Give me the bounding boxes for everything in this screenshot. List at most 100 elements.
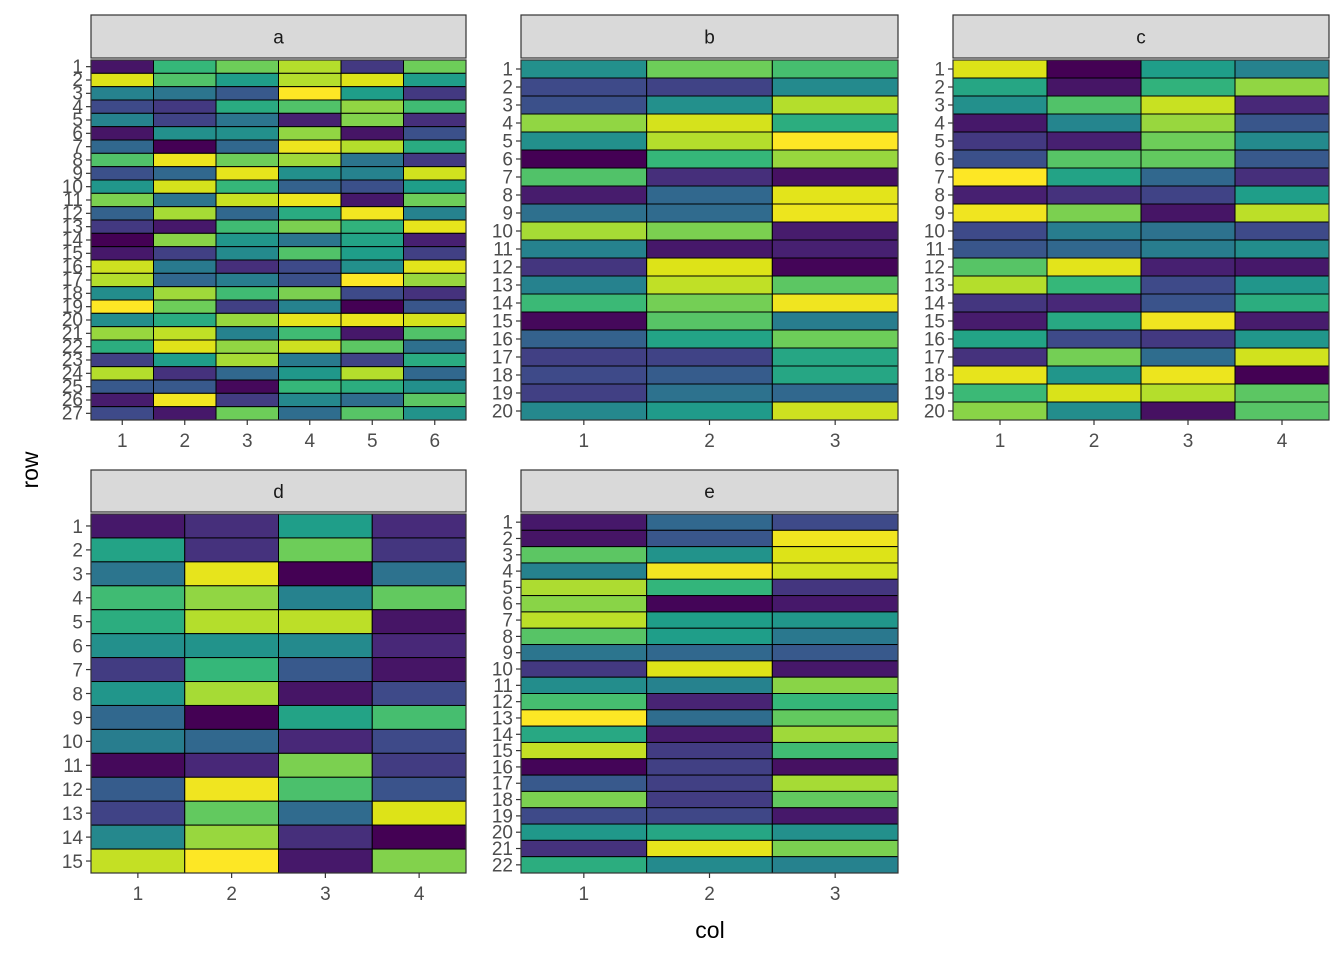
heatmap-cell-e-r5-c2 (646, 578, 773, 597)
heatmap-cell-d-r6-c4 (371, 633, 467, 659)
heatmap-cell-e-r10-c1 (520, 660, 648, 678)
heatmap-cell-e-r13-c1 (520, 709, 648, 727)
heatmap-cell-a-r6-c1 (90, 126, 154, 141)
y-tick-label: 8 (934, 185, 945, 206)
y-tick-label: 1 (934, 59, 945, 80)
y-tick-label: 3 (72, 565, 83, 586)
heatmap-cell-e-r9-c3 (771, 644, 899, 662)
heatmap-cell-c-r18-c4 (1234, 365, 1330, 385)
heatmap-cell-e-r13-c3 (771, 709, 899, 727)
heatmap-cell-b-r3-c2 (646, 95, 773, 115)
heatmap-cell-e-r4-c3 (771, 562, 899, 580)
heatmap-cell-a-r11-c1 (90, 192, 154, 208)
heatmap-cell-c-r19-c2 (1046, 383, 1142, 403)
y-tick-label: 14 (492, 293, 514, 314)
heatmap-cell-d-r1-c4 (371, 513, 467, 539)
heatmap-cell-a-r2-c4 (278, 72, 342, 88)
heatmap-cell-a-r8-c6 (403, 152, 467, 168)
heatmap-cell-c-r13-c4 (1234, 275, 1330, 295)
heatmap-cell-b-r12-c2 (646, 257, 773, 277)
heatmap-cell-a-r9-c1 (90, 166, 154, 181)
heatmap-cell-c-r20-c3 (1140, 401, 1236, 421)
heatmap-cell-c-r13-c2 (1046, 275, 1142, 295)
x-tick-label: 2 (704, 884, 715, 905)
heatmap-cell-a-r26-c4 (278, 392, 342, 408)
heatmap-cell-c-r20-c1 (952, 401, 1048, 421)
heatmap-cell-e-r17-c3 (771, 774, 899, 792)
x-tick-label: 2 (226, 884, 237, 905)
heatmap-cell-c-r12-c4 (1234, 257, 1330, 277)
heatmap-cell-b-r16-c1 (520, 329, 648, 349)
heatmap-cell-e-r11-c2 (646, 676, 773, 695)
heatmap-cell-d-r8-c3 (278, 681, 373, 706)
heatmap-cell-b-r19-c1 (520, 383, 648, 403)
x-tick-label: 1 (117, 431, 128, 452)
y-tick-label: 2 (934, 77, 945, 98)
heatmap-cell-a-r8-c3 (215, 152, 279, 168)
heatmap-cell-a-r9-c2 (153, 166, 217, 181)
heatmap-cell-b-r7-c1 (520, 167, 648, 187)
heatmap-cell-a-r21-c3 (215, 326, 279, 341)
heatmap-cell-d-r15-c2 (184, 848, 279, 874)
heatmap-cell-a-r4-c2 (153, 99, 217, 114)
heatmap-cell-e-r2-c3 (771, 529, 899, 548)
heatmap-cell-c-r10-c2 (1046, 221, 1142, 241)
heatmap-cell-e-r16-c2 (646, 758, 773, 776)
y-tick-label: 9 (72, 708, 83, 729)
heatmap-cell-c-r12-c2 (1046, 257, 1142, 277)
heatmap-cell-e-r18-c3 (771, 790, 899, 809)
heatmap-cell-d-r9-c4 (371, 704, 467, 730)
heatmap-cell-b-r16-c2 (646, 329, 773, 349)
heatmap-cell-e-r13-c2 (646, 709, 773, 727)
y-tick-label: 11 (925, 239, 945, 260)
y-tick-label: 15 (924, 311, 945, 332)
heatmap-cell-c-r14-c1 (952, 293, 1048, 313)
heatmap-cell-d-r14-c1 (90, 824, 186, 850)
y-tick-label: 9 (934, 203, 945, 224)
y-tick-label: 19 (924, 383, 945, 404)
heatmap-cell-e-r19-c1 (520, 807, 648, 825)
y-tick-label: 19 (492, 383, 513, 404)
y-tick-label: 15 (492, 311, 513, 332)
heatmap-cell-e-r22-c1 (520, 856, 648, 874)
y-tick-label: 16 (492, 329, 513, 350)
heatmap-cell-c-r16-c2 (1046, 329, 1142, 349)
heatmap-cell-a-r16-c3 (215, 259, 279, 274)
x-tick-label: 1 (579, 431, 590, 452)
heatmap-cell-a-r16-c5 (340, 259, 404, 274)
heatmap-cell-b-r20-c2 (646, 401, 773, 421)
heatmap-cell-a-r14-c3 (215, 232, 279, 248)
heatmap-cell-a-r5-c4 (278, 112, 342, 128)
heatmap-cell-c-r5-c1 (952, 131, 1048, 151)
heatmap-cell-e-r16-c3 (771, 758, 899, 776)
heatmap-cell-a-r23-c2 (153, 352, 217, 368)
y-tick-label: 18 (492, 365, 513, 386)
y-tick-label: 10 (492, 660, 513, 681)
heatmap-cell-c-r10-c3 (1140, 221, 1236, 241)
heatmap-cell-a-r19-c2 (153, 299, 217, 314)
x-tick-label: 4 (304, 431, 315, 452)
heatmap-cell-a-r7-c6 (403, 139, 467, 154)
heatmap-cell-c-r18-c3 (1140, 365, 1236, 385)
y-tick-label: 2 (72, 70, 83, 91)
facet-strip-label: b (704, 28, 715, 49)
heatmap-cell-d-r7-c4 (371, 657, 467, 683)
heatmap-cell-c-r2-c4 (1234, 77, 1330, 97)
heatmap-cell-a-r4-c1 (90, 99, 154, 114)
facet-strip (520, 469, 899, 513)
heatmap-cell-b-r6-c3 (771, 149, 899, 169)
heatmap-cell-a-r23-c6 (403, 352, 467, 368)
heatmap-cell-e-r7-c2 (646, 611, 773, 629)
heatmap-cell-d-r3-c4 (371, 561, 467, 587)
y-tick-label: 13 (924, 275, 945, 296)
y-tick-label: 10 (62, 177, 83, 198)
heatmap-cell-a-r11-c4 (278, 192, 342, 208)
heatmap-cell-a-r22-c2 (153, 339, 217, 354)
heatmap-cell-a-r21-c5 (340, 326, 404, 341)
heatmap-cell-a-r27-c3 (215, 406, 279, 421)
heatmap-cell-a-r12-c1 (90, 206, 154, 221)
heatmap-cell-c-r6-c1 (952, 149, 1048, 169)
heatmap-cell-e-r18-c2 (646, 790, 773, 809)
heatmap-cell-a-r5-c2 (153, 112, 217, 128)
heatmap-cell-c-r17-c2 (1046, 347, 1142, 367)
